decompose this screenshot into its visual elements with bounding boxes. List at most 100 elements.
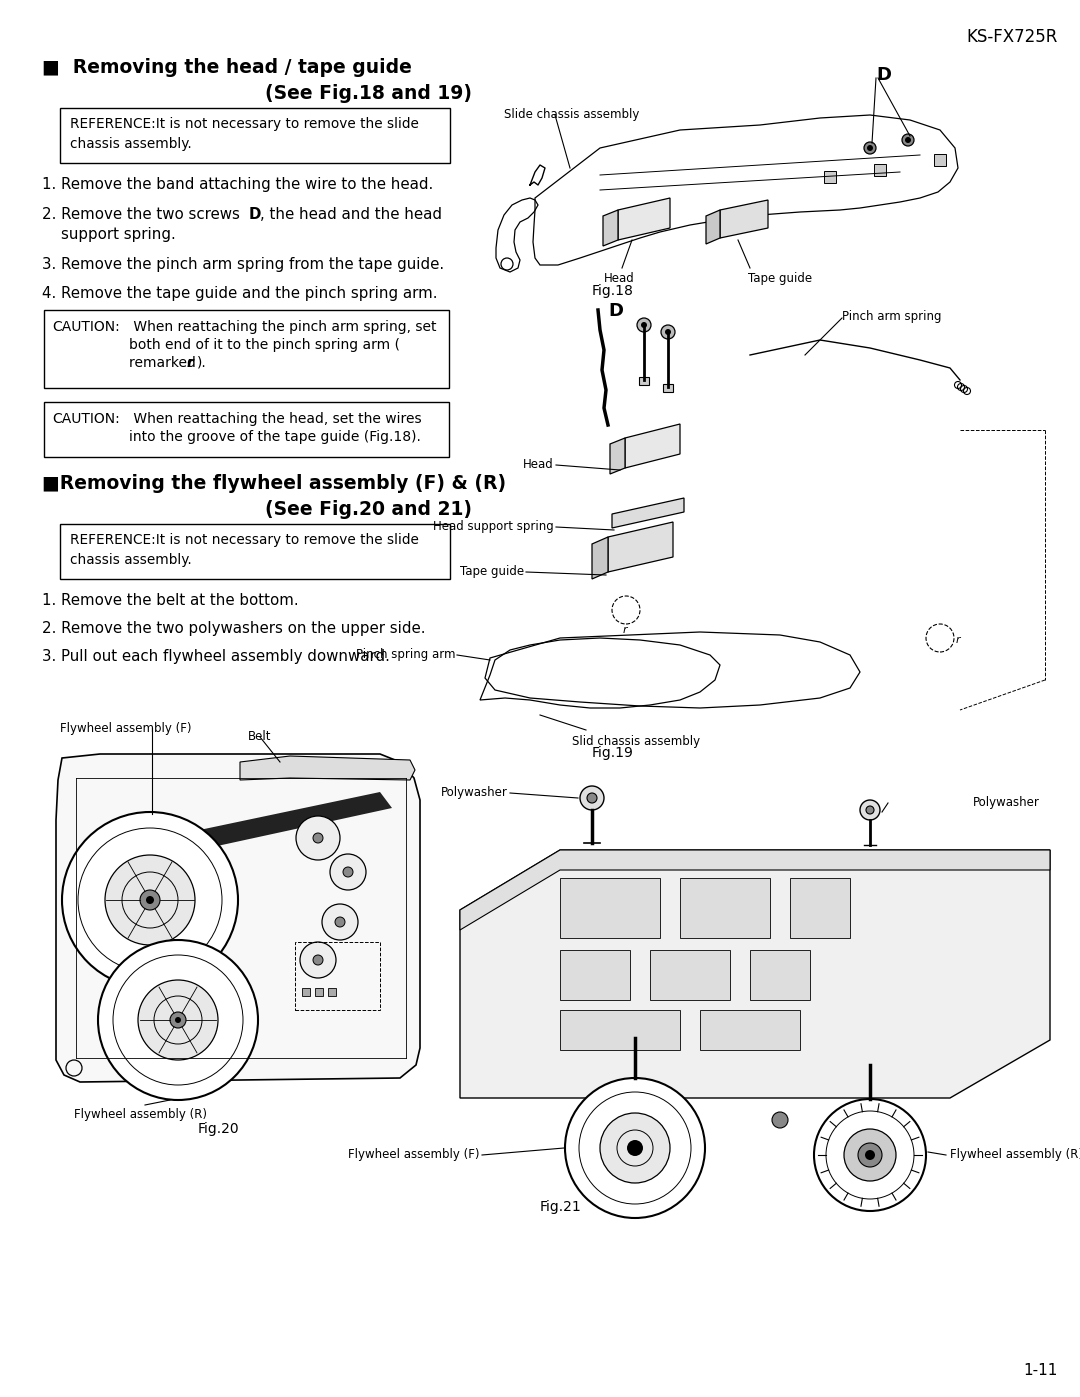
Text: CAUTION:: CAUTION:	[52, 320, 120, 334]
Circle shape	[580, 787, 604, 810]
Text: 2. Remove the two screws: 2. Remove the two screws	[42, 207, 245, 222]
Bar	[561, 1010, 680, 1051]
Text: Pinch arm spring: Pinch arm spring	[842, 310, 942, 323]
Circle shape	[865, 1150, 875, 1160]
Circle shape	[322, 904, 357, 940]
Bar	[824, 170, 836, 183]
Text: CAUTION:: CAUTION:	[52, 412, 120, 426]
Circle shape	[905, 137, 912, 142]
Text: Fig.18: Fig.18	[592, 284, 634, 298]
Polygon shape	[625, 425, 680, 468]
Circle shape	[772, 1112, 788, 1127]
Text: r: r	[956, 636, 960, 645]
Polygon shape	[618, 198, 670, 240]
Circle shape	[140, 890, 160, 909]
Text: 1-11: 1-11	[1024, 1363, 1058, 1377]
Bar	[750, 950, 810, 1000]
Bar	[328, 988, 336, 996]
Bar	[44, 310, 449, 388]
Circle shape	[600, 1113, 670, 1183]
Text: Slid chassis assembly: Slid chassis assembly	[572, 735, 700, 747]
Text: Flywheel assembly (F): Flywheel assembly (F)	[60, 722, 191, 735]
Text: remarked: remarked	[129, 356, 200, 370]
Circle shape	[860, 800, 880, 820]
Text: REFERENCE:It is not necessary to remove the slide
chassis assembly.: REFERENCE:It is not necessary to remove …	[70, 117, 419, 151]
Text: ■  Removing the head / tape guide: ■ Removing the head / tape guide	[42, 59, 411, 77]
Circle shape	[300, 942, 336, 978]
Circle shape	[105, 855, 195, 944]
Circle shape	[343, 868, 353, 877]
Text: Head: Head	[523, 458, 554, 471]
Text: into the groove of the tape guide (Fig.18).: into the groove of the tape guide (Fig.1…	[129, 430, 421, 444]
Bar	[650, 950, 730, 1000]
Polygon shape	[706, 210, 720, 244]
Text: Tape guide: Tape guide	[460, 564, 524, 578]
Text: Fig.19: Fig.19	[592, 746, 634, 760]
Circle shape	[146, 895, 154, 904]
Circle shape	[175, 1017, 181, 1023]
Text: REFERENCE:It is not necessary to remove the slide
chassis assembly.: REFERENCE:It is not necessary to remove …	[70, 534, 419, 567]
Text: Tape guide: Tape guide	[748, 272, 812, 285]
Bar	[680, 877, 770, 937]
Polygon shape	[460, 849, 1050, 1098]
Text: When reattaching the head, set the wires: When reattaching the head, set the wires	[129, 412, 421, 426]
Polygon shape	[592, 536, 608, 578]
Text: Polywasher: Polywasher	[441, 787, 508, 799]
Text: Pinch spring arm: Pinch spring arm	[355, 648, 455, 661]
Circle shape	[313, 833, 323, 842]
Circle shape	[902, 134, 914, 147]
Text: r: r	[187, 356, 194, 370]
Text: Flywheel assembly (R): Flywheel assembly (R)	[75, 1108, 207, 1120]
Bar	[663, 384, 673, 393]
Text: D: D	[876, 66, 891, 84]
Circle shape	[858, 1143, 882, 1166]
Text: ■Removing the flywheel assembly (F) & (R): ■Removing the flywheel assembly (F) & (R…	[42, 474, 507, 493]
Bar	[295, 942, 380, 1010]
Circle shape	[588, 793, 597, 803]
Polygon shape	[612, 497, 684, 528]
Text: support spring.: support spring.	[42, 226, 176, 242]
Polygon shape	[608, 522, 673, 571]
Text: 3. Pull out each flywheel assembly downward.: 3. Pull out each flywheel assembly downw…	[42, 650, 390, 664]
Text: (See Fig.18 and 19): (See Fig.18 and 19)	[265, 84, 472, 103]
Bar	[302, 988, 310, 996]
Circle shape	[313, 956, 323, 965]
Circle shape	[138, 981, 218, 1060]
Bar	[934, 154, 946, 166]
Text: 2. Remove the two polywashers on the upper side.: 2. Remove the two polywashers on the upp…	[42, 622, 426, 636]
Circle shape	[814, 1099, 926, 1211]
Text: r: r	[623, 624, 627, 636]
Bar	[700, 1010, 800, 1051]
Text: , the head and the head: , the head and the head	[260, 207, 442, 222]
Circle shape	[627, 1140, 643, 1155]
Circle shape	[98, 940, 258, 1099]
Text: 3. Remove the pinch arm spring from the tape guide.: 3. Remove the pinch arm spring from the …	[42, 257, 444, 272]
Text: 1. Remove the band attaching the wire to the head.: 1. Remove the band attaching the wire to…	[42, 177, 433, 191]
Text: D: D	[249, 207, 261, 222]
Text: Head: Head	[604, 272, 635, 285]
Circle shape	[330, 854, 366, 890]
Circle shape	[843, 1129, 896, 1180]
Circle shape	[296, 816, 340, 861]
Text: ).: ).	[197, 356, 206, 370]
Text: D: D	[608, 302, 623, 320]
Text: Belt: Belt	[248, 731, 271, 743]
Text: Flywheel assembly (R): Flywheel assembly (R)	[950, 1148, 1080, 1161]
Bar	[60, 524, 450, 578]
Polygon shape	[460, 849, 1050, 930]
Circle shape	[665, 330, 671, 335]
Text: When reattaching the pinch arm spring, set: When reattaching the pinch arm spring, s…	[129, 320, 436, 334]
Circle shape	[637, 319, 651, 332]
Bar	[639, 377, 649, 386]
Bar	[561, 950, 630, 1000]
Polygon shape	[603, 210, 618, 246]
Text: 1. Remove the belt at the bottom.: 1. Remove the belt at the bottom.	[42, 592, 299, 608]
Text: (See Fig.20 and 21): (See Fig.20 and 21)	[265, 500, 472, 520]
Text: Slide chassis assembly: Slide chassis assembly	[504, 108, 639, 122]
Text: Head support spring: Head support spring	[433, 520, 554, 534]
Polygon shape	[610, 439, 625, 474]
Circle shape	[867, 145, 873, 151]
Circle shape	[565, 1078, 705, 1218]
Bar	[315, 988, 323, 996]
Polygon shape	[240, 756, 415, 780]
